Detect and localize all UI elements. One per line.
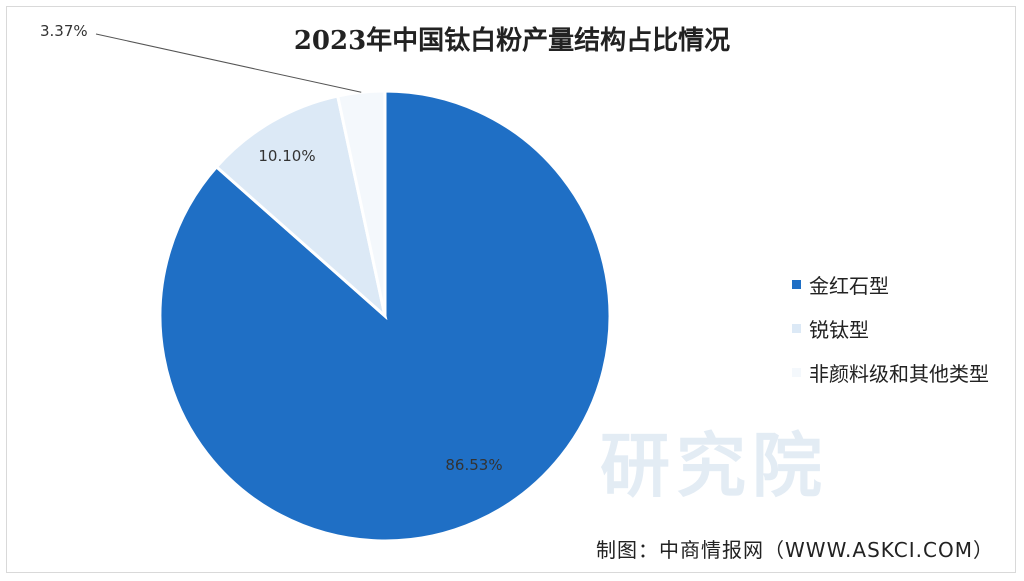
legend-item-other: 非颜料级和其他类型 bbox=[792, 350, 989, 394]
pie-label-0: 86.53% bbox=[445, 456, 502, 474]
pie-label-1: 10.10% bbox=[258, 147, 315, 165]
legend-label-rutile: 金红石型 bbox=[809, 273, 889, 298]
pie-label-2: 3.37% bbox=[40, 22, 88, 40]
legend-item-anatase: 锐钛型 bbox=[792, 306, 989, 350]
pie-slice-0 bbox=[158, 89, 612, 543]
legend-swatch-anatase bbox=[792, 323, 801, 333]
pie-leader-line-2 bbox=[95, 33, 362, 93]
watermark: 研究院 bbox=[600, 425, 828, 507]
legend: 金红石型 锐钛型 非颜料级和其他类型 bbox=[792, 262, 989, 394]
legend-label-other: 非颜料级和其他类型 bbox=[809, 361, 989, 386]
legend-label-anatase: 锐钛型 bbox=[809, 317, 869, 342]
credit-text: 制图：中商情报网（WWW.ASKCI.COM） bbox=[596, 538, 994, 562]
legend-item-rutile: 金红石型 bbox=[792, 262, 989, 306]
legend-swatch-rutile bbox=[792, 279, 801, 289]
legend-swatch-other bbox=[792, 367, 801, 377]
pie-slice-1 bbox=[214, 94, 388, 321]
chart-title: 2023年中国钛白粉产量结构占比情况 bbox=[293, 26, 731, 56]
chart-frame bbox=[6, 6, 1016, 573]
